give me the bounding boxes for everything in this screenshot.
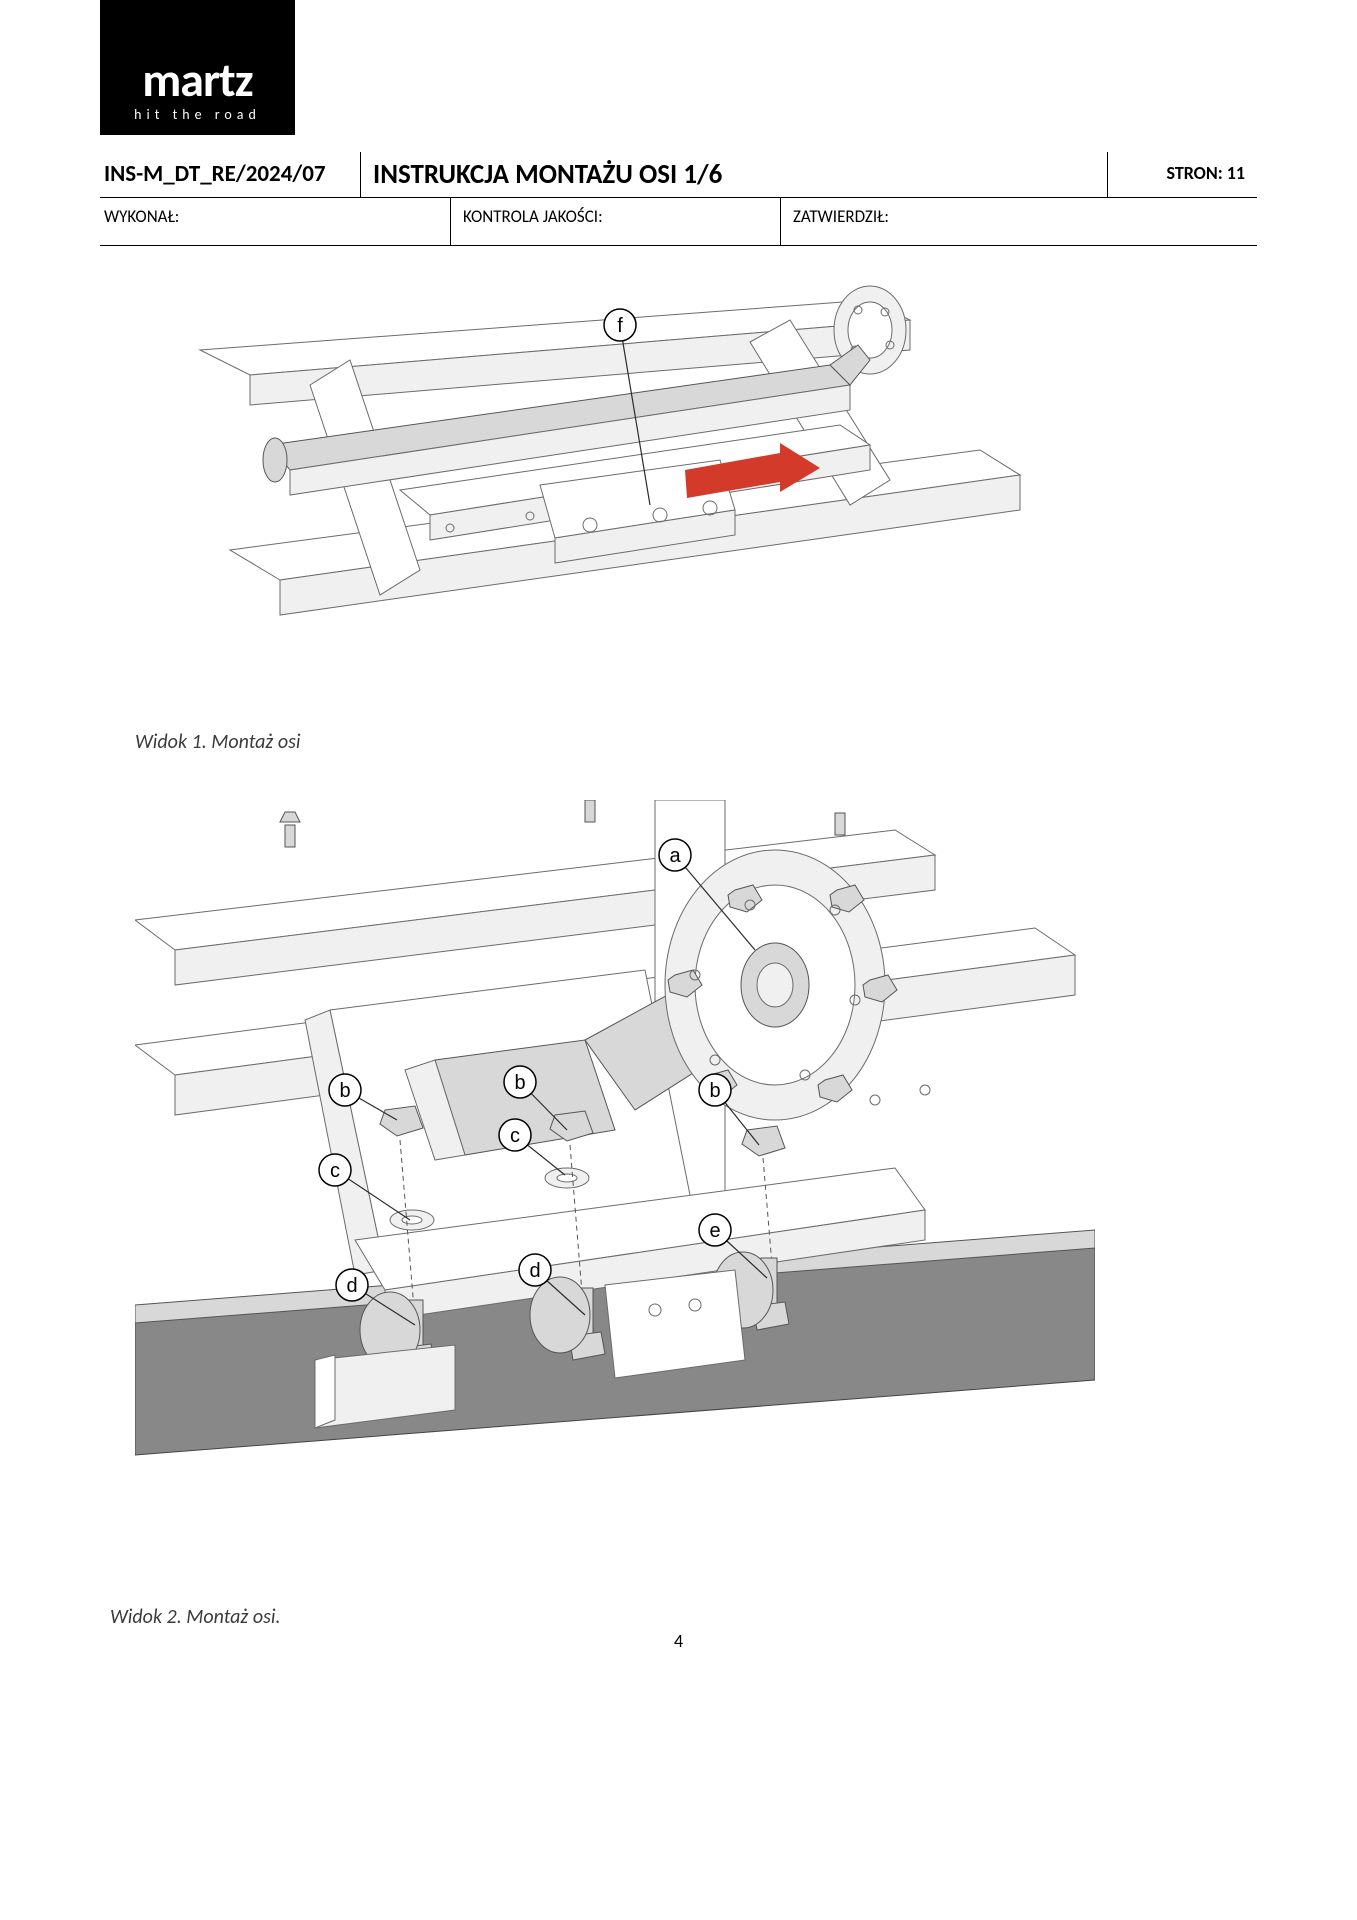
signature-quality: KONTROLA JAKOŚCI: — [450, 198, 780, 245]
document-id: INS-M_DT_RE/2024/07 — [100, 152, 360, 197]
callout-d2-label: d — [529, 1260, 540, 1282]
callout-b1-label: b — [339, 1080, 350, 1102]
callout-b2-label: b — [514, 1072, 525, 1094]
header-row-1: INS-M_DT_RE/2024/07 INSTRUKCJA MONTAŻU O… — [100, 152, 1257, 198]
figure-1-diagram: f — [190, 270, 1040, 705]
logo-sub-text: hit the road — [134, 106, 261, 123]
callout-d1-label: d — [346, 1275, 357, 1297]
signature-approved: ZATWIERDZIŁ: — [780, 198, 1257, 245]
figure-1-caption: Widok 1. Montaż osi — [135, 730, 300, 754]
document-header: INS-M_DT_RE/2024/07 INSTRUKCJA MONTAŻU O… — [100, 152, 1257, 246]
brand-logo: martz hit the road — [100, 0, 295, 135]
signature-author: WYKONAŁ: — [100, 198, 450, 245]
callout-e-label: e — [709, 1220, 720, 1242]
callout-f-label: f — [617, 315, 623, 337]
logo-main-text: martz — [142, 56, 253, 104]
callout-a-label: a — [669, 845, 681, 867]
document-title: INSTRUKCJA MONTAŻU OSI 1/6 — [360, 152, 1107, 197]
figure-2-diagram: a b b b c c d d e — [135, 800, 1095, 1570]
callout-b3-label: b — [709, 1080, 720, 1102]
callout-c2-label: c — [510, 1125, 520, 1147]
figure-2-caption: Widok 2. Montaż osi. — [110, 1605, 281, 1629]
header-row-2: WYKONAŁ: KONTROLA JAKOŚCI: ZATWIERDZIŁ: — [100, 198, 1257, 246]
callout-c1-label: c — [330, 1160, 340, 1182]
page-number: 4 — [674, 1630, 683, 1652]
page-count: STRON: 11 — [1107, 152, 1257, 197]
